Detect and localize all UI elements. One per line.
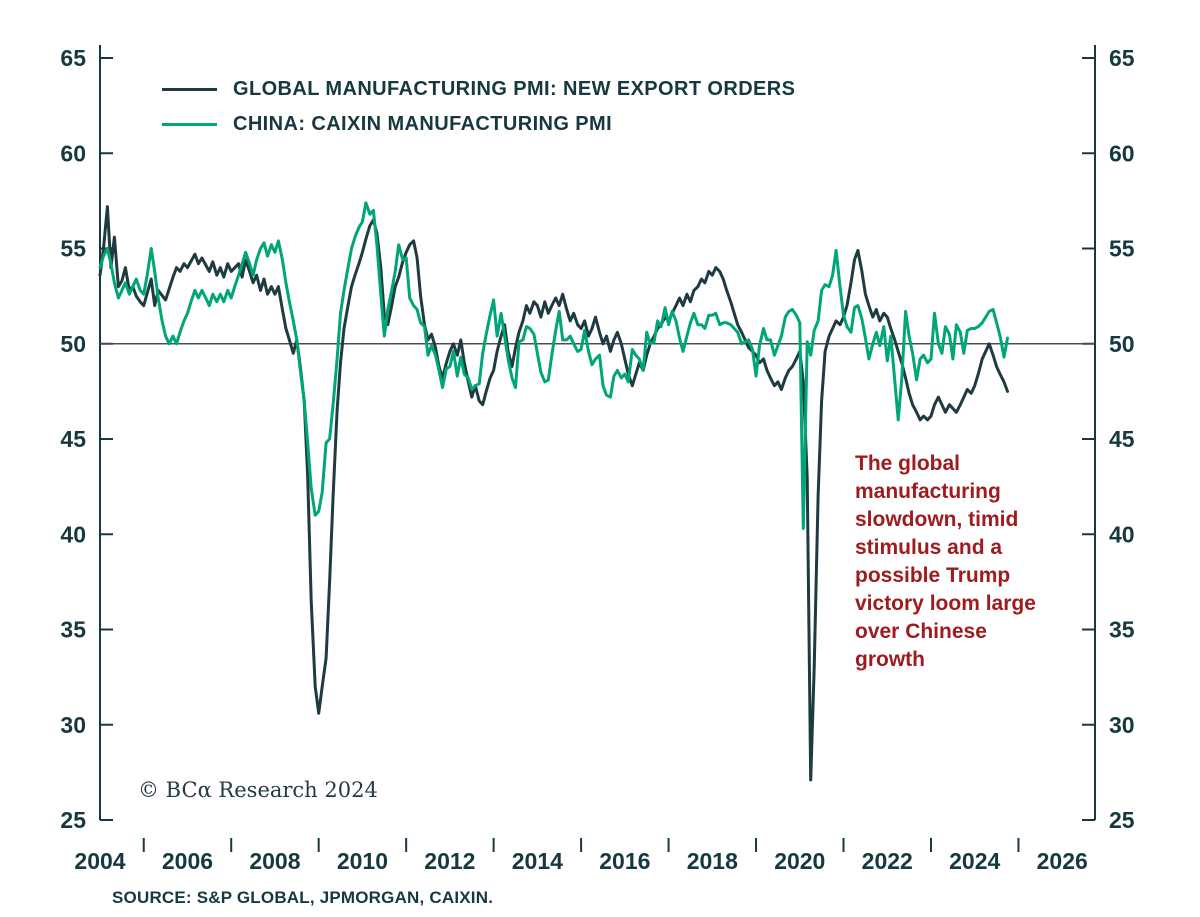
svg-text:2026: 2026 [1037,848,1088,874]
svg-text:2014: 2014 [512,848,563,874]
chart-legend: GLOBAL MANUFACTURING PMI: NEW EXPORT ORD… [162,72,795,142]
svg-text:60: 60 [60,140,86,166]
svg-text:65: 65 [60,45,86,71]
source-note: SOURCE: S&P GLOBAL, JPMORGAN, CAIXIN. [112,888,494,907]
svg-text:60: 60 [1109,140,1135,166]
svg-text:35: 35 [60,617,86,643]
svg-text:25: 25 [60,807,86,833]
svg-text:40: 40 [60,521,86,547]
svg-text:35: 35 [1109,617,1135,643]
svg-text:2022: 2022 [862,848,913,874]
svg-text:2012: 2012 [424,848,475,874]
svg-text:50: 50 [1109,331,1135,357]
legend-item-global: GLOBAL MANUFACTURING PMI: NEW EXPORT ORD… [162,72,795,107]
svg-text:30: 30 [1109,712,1135,738]
svg-text:2016: 2016 [599,848,650,874]
svg-text:45: 45 [1109,426,1135,452]
svg-text:30: 30 [60,712,86,738]
svg-text:25: 25 [1109,807,1135,833]
legend-swatch [162,122,217,127]
svg-text:2004: 2004 [74,848,125,874]
legend-item-china: CHINA: CAIXIN MANUFACTURING PMI [162,107,795,142]
svg-text:50: 50 [60,331,86,357]
legend-label: GLOBAL MANUFACTURING PMI: NEW EXPORT ORD… [233,78,796,100]
svg-text:2006: 2006 [162,848,213,874]
legend-swatch [162,87,217,92]
svg-text:2020: 2020 [774,848,825,874]
svg-text:2018: 2018 [687,848,738,874]
copyright-note: © BCα Research 2024 [138,778,378,802]
svg-text:55: 55 [1109,236,1135,262]
svg-text:45: 45 [60,426,86,452]
svg-text:2024: 2024 [949,848,1000,874]
svg-text:40: 40 [1109,521,1135,547]
legend-label: CHINA: CAIXIN MANUFACTURING PMI [233,113,613,135]
svg-text:55: 55 [60,236,86,262]
svg-text:2008: 2008 [249,848,300,874]
chart-annotation: The global manufacturing slowdown, timid… [855,452,1036,671]
svg-text:65: 65 [1109,45,1135,71]
svg-text:2010: 2010 [337,848,388,874]
